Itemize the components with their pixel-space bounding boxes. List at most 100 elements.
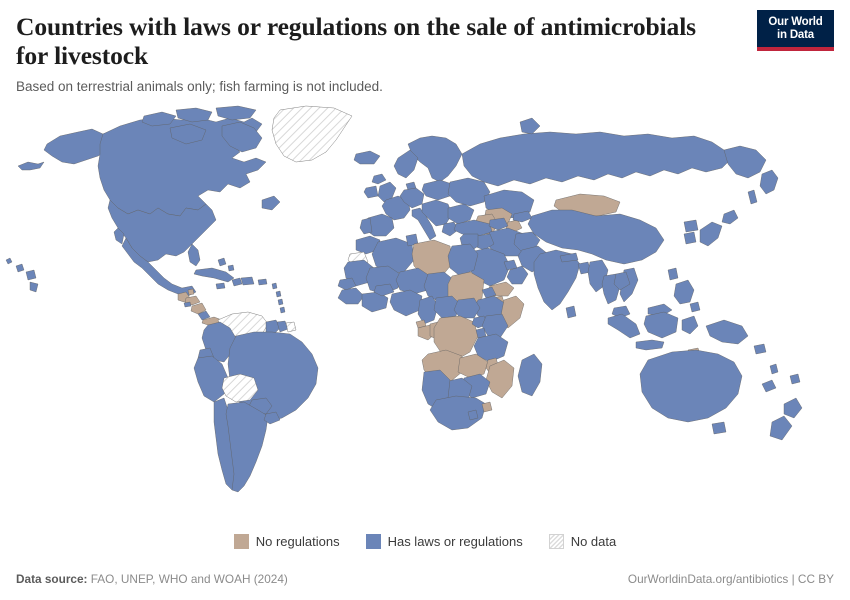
country-philippines[interactable]: [674, 280, 700, 312]
country-puerto-rico[interactable]: [258, 279, 267, 285]
country-scandinavia-west[interactable]: [394, 150, 418, 178]
country-el-salvador[interactable]: [184, 302, 191, 307]
country-guinea-sierraleone-liberia[interactable]: [338, 288, 364, 304]
country-baffin-island[interactable]: [222, 122, 262, 152]
country-poland-baltics[interactable]: [422, 180, 452, 200]
legend-label-has-laws: Has laws or regulations: [387, 533, 523, 549]
country-suriname[interactable]: [277, 321, 288, 332]
country-ireland[interactable]: [364, 186, 378, 198]
country-kyrgyzstan[interactable]: [513, 211, 532, 222]
country-kamchatka[interactable]: [760, 170, 778, 194]
country-canada-arctic-2[interactable]: [216, 106, 256, 120]
country-dr-congo[interactable]: [434, 316, 478, 360]
country-mozambique[interactable]: [486, 360, 514, 398]
country-solomon-islands[interactable]: [754, 344, 766, 354]
country-indonesia-borneo[interactable]: [644, 312, 678, 338]
country-rwanda-burundi[interactable]: [476, 328, 486, 338]
data-source: Data source: FAO, UNEP, WHO and WOAH (20…: [16, 572, 288, 586]
country-japan[interactable]: [700, 210, 738, 246]
country-canada-arctic-3[interactable]: [142, 112, 176, 126]
country-canada-arctic-1[interactable]: [176, 108, 212, 122]
country-papua-new-guinea[interactable]: [706, 320, 748, 344]
country-guyana[interactable]: [266, 320, 280, 334]
country-indonesia-sumatra[interactable]: [608, 314, 640, 338]
country-niger[interactable]: [396, 268, 430, 294]
map-countries-layer: [6, 106, 802, 492]
country-nigeria[interactable]: [390, 290, 422, 316]
owid-logo[interactable]: Our World in Data: [757, 10, 834, 51]
legend-item-has-laws[interactable]: Has laws or regulations: [365, 533, 523, 549]
country-romania-bulgaria[interactable]: [448, 204, 474, 224]
country-bolivia[interactable]: [222, 374, 258, 402]
country-uae-qatar-kuwait[interactable]: [504, 260, 517, 270]
legend-label-no-regulations: No regulations: [255, 533, 340, 549]
country-sakhalin[interactable]: [748, 190, 757, 204]
country-russia-far-east[interactable]: [724, 146, 766, 178]
legend-item-no-data[interactable]: No data: [548, 533, 616, 549]
country-indonesia-java[interactable]: [636, 340, 664, 350]
country-somalia[interactable]: [500, 296, 524, 328]
country-central-african-republic[interactable]: [434, 296, 460, 318]
country-ukraine-belarus[interactable]: [448, 178, 490, 206]
country-costa-rica[interactable]: [198, 311, 210, 320]
country-us-florida[interactable]: [188, 244, 200, 266]
country-haiti[interactable]: [232, 278, 242, 286]
country-eritrea[interactable]: [482, 287, 496, 298]
country-tasmania[interactable]: [712, 422, 726, 434]
data-source-label: Data source:: [16, 572, 88, 586]
country-dominican-republic[interactable]: [241, 277, 254, 285]
country-australia[interactable]: [640, 350, 742, 422]
country-senegal-gambia[interactable]: [338, 278, 356, 290]
country-nicaragua[interactable]: [191, 303, 206, 314]
country-north-korea[interactable]: [684, 220, 698, 232]
country-new-caledonia[interactable]: [762, 380, 776, 392]
country-novaya-zemlya[interactable]: [520, 118, 540, 134]
country-turkey[interactable]: [454, 220, 492, 236]
country-greece[interactable]: [442, 222, 458, 236]
country-burkina-faso[interactable]: [374, 284, 394, 296]
country-lesotho[interactable]: [468, 410, 478, 420]
country-iceland[interactable]: [354, 151, 380, 164]
country-victoria-island[interactable]: [170, 124, 206, 144]
country-south-africa[interactable]: [430, 396, 486, 430]
country-peru[interactable]: [194, 356, 228, 402]
country-georgia-armenia-azerbaijan[interactable]: [489, 218, 508, 230]
chart-header: Countries with laws or regulations on th…: [16, 12, 834, 96]
country-fiji[interactable]: [790, 374, 800, 384]
country-eswatini[interactable]: [482, 402, 492, 412]
country-nepal[interactable]: [560, 253, 578, 262]
country-tanzania[interactable]: [474, 334, 508, 362]
country-russia[interactable]: [462, 132, 730, 186]
country-belize[interactable]: [188, 289, 194, 295]
country-newfoundland[interactable]: [262, 196, 280, 210]
country-aleutians[interactable]: [18, 162, 44, 170]
country-laos-cambodia[interactable]: [614, 272, 630, 290]
country-lesser-antilles[interactable]: [272, 283, 285, 313]
country-madagascar[interactable]: [518, 354, 542, 396]
country-taiwan[interactable]: [668, 268, 678, 280]
country-south-korea[interactable]: [684, 232, 696, 244]
country-norway-sweden-finland[interactable]: [408, 136, 462, 182]
country-argentina[interactable]: [226, 402, 268, 492]
country-cameroon[interactable]: [418, 296, 438, 324]
country-germany-benelux[interactable]: [400, 188, 424, 208]
country-jamaica[interactable]: [216, 283, 225, 289]
country-sri-lanka[interactable]: [566, 306, 576, 318]
world-map[interactable]: [0, 104, 850, 519]
country-cuba[interactable]: [194, 268, 234, 282]
world-map-svg[interactable]: [0, 104, 850, 519]
legend-swatch-no-regulations: [233, 533, 249, 549]
country-french-guiana[interactable]: [286, 322, 296, 332]
country-hawaii[interactable]: [6, 258, 38, 292]
country-bahamas[interactable]: [218, 258, 234, 271]
country-new-zealand[interactable]: [770, 398, 802, 440]
country-portugal[interactable]: [360, 218, 372, 234]
country-indonesia-sulawesi[interactable]: [682, 316, 698, 334]
attribution-link[interactable]: OurWorldinData.org/antibiotics | CC BY: [627, 572, 834, 586]
country-uruguay[interactable]: [264, 412, 280, 424]
legend-item-no-regulations[interactable]: No regulations: [233, 533, 340, 549]
country-vanuatu[interactable]: [770, 364, 778, 374]
country-zambia[interactable]: [458, 354, 488, 378]
country-china[interactable]: [528, 210, 664, 264]
country-greenland[interactable]: [272, 106, 352, 162]
